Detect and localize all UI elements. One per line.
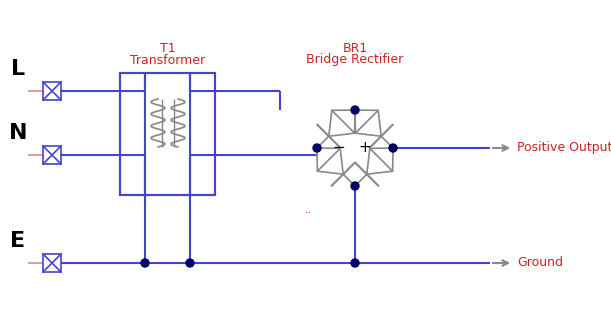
Polygon shape xyxy=(329,110,354,136)
Text: Positive Output: Positive Output xyxy=(517,141,611,154)
Text: T1: T1 xyxy=(160,42,176,54)
Text: E: E xyxy=(10,231,26,251)
Circle shape xyxy=(389,144,397,152)
Polygon shape xyxy=(317,148,343,174)
Bar xyxy=(43,254,61,272)
Text: Bridge Rectifier: Bridge Rectifier xyxy=(306,53,404,66)
Bar xyxy=(43,82,61,100)
Text: Transformer: Transformer xyxy=(130,53,205,66)
Circle shape xyxy=(313,144,321,152)
Bar xyxy=(120,73,145,195)
Circle shape xyxy=(351,182,359,190)
Text: BR1: BR1 xyxy=(342,42,368,54)
Circle shape xyxy=(141,259,149,267)
Circle shape xyxy=(351,259,359,267)
Circle shape xyxy=(351,106,359,114)
Text: −: − xyxy=(332,140,345,155)
Text: L: L xyxy=(11,59,25,79)
Bar xyxy=(190,73,215,195)
Polygon shape xyxy=(367,148,393,174)
Circle shape xyxy=(186,259,194,267)
Text: +: + xyxy=(359,140,371,155)
Text: Ground: Ground xyxy=(517,257,563,270)
Polygon shape xyxy=(356,110,381,136)
Bar xyxy=(145,73,190,195)
Text: ..: .. xyxy=(304,205,312,215)
Text: N: N xyxy=(9,123,27,143)
Bar xyxy=(43,146,61,164)
